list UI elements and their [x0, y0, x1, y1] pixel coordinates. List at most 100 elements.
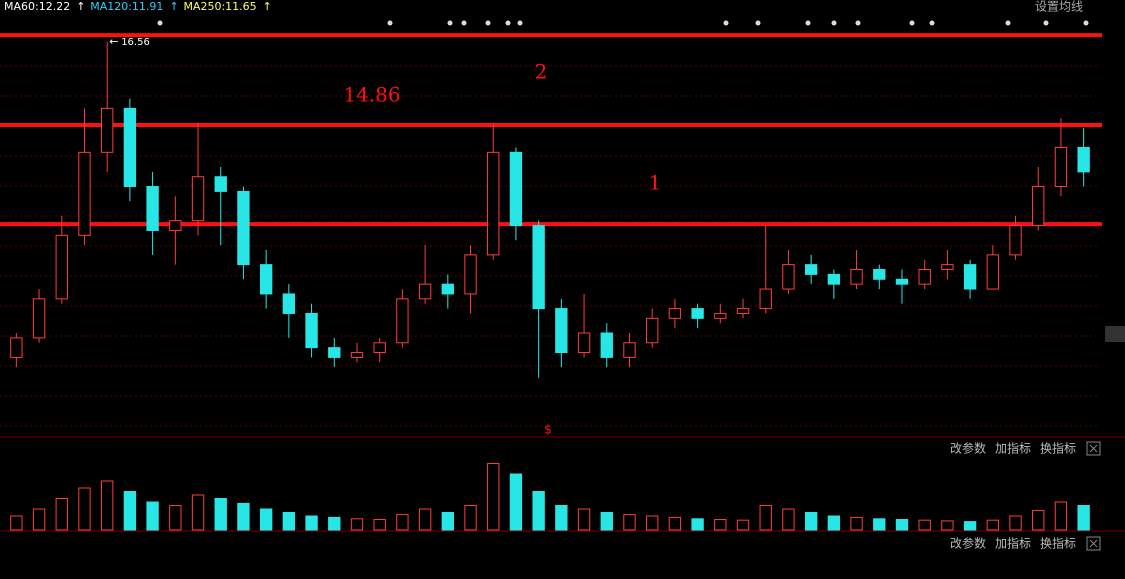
event-icon	[461, 20, 467, 26]
panel-button[interactable]: 改参数	[950, 536, 986, 551]
event-icon	[485, 20, 491, 26]
volume-bar	[646, 515, 659, 531]
candle-body	[1077, 146, 1090, 173]
volume-bar	[555, 505, 568, 531]
volume-bar	[373, 519, 386, 531]
volume-bar	[873, 518, 886, 531]
panel-button[interactable]: 加指标	[995, 536, 1031, 551]
volume-bar	[55, 498, 68, 531]
volume-bar	[1077, 505, 1090, 531]
candle-body	[191, 176, 205, 222]
candle-body	[759, 288, 772, 310]
volume-bar	[736, 519, 750, 531]
annotation: 2	[535, 60, 548, 84]
candle-body	[509, 151, 523, 227]
candle-body	[305, 312, 318, 349]
event-icon	[387, 20, 393, 26]
volume-bar	[1032, 509, 1045, 531]
ma-label: MA60:12.22	[4, 0, 70, 13]
ma-arrow-icon: ↑	[263, 0, 272, 13]
volume-bar	[577, 508, 591, 531]
event-icon	[157, 20, 163, 26]
candle-body	[555, 308, 568, 354]
volume-bar	[827, 515, 841, 531]
volume-bar	[600, 512, 613, 531]
volume-bar	[941, 520, 954, 531]
ma-arrow-icon: ↑	[76, 0, 85, 13]
volume-bar	[532, 491, 545, 531]
event-icon	[1005, 20, 1011, 26]
marker: $	[544, 423, 552, 437]
volume-bar	[191, 494, 205, 531]
volume-bar	[895, 519, 909, 531]
close-icon	[1089, 444, 1098, 453]
candle-body	[623, 342, 636, 358]
ma-label: MA120:11.91	[90, 0, 163, 13]
max-arrow-icon: ←	[109, 35, 118, 48]
candle-body	[373, 342, 386, 354]
volume-bar	[350, 518, 364, 531]
settings-button[interactable]: 设置均线	[1035, 0, 1083, 14]
volume-bar	[32, 508, 46, 531]
panel-button[interactable]: 加指标	[995, 441, 1031, 456]
candle-body	[1009, 225, 1022, 256]
event-icon	[805, 20, 811, 26]
volume-bar	[305, 515, 318, 531]
volume-bar	[668, 516, 682, 531]
candle-body	[918, 269, 931, 285]
volume-bar	[804, 512, 818, 531]
candle-body	[55, 234, 68, 300]
candle-body	[577, 332, 591, 354]
candle-body	[78, 151, 91, 236]
candle-body	[464, 254, 477, 295]
event-icon	[909, 20, 915, 26]
candle-body	[646, 317, 659, 344]
volume-bar	[328, 516, 341, 531]
volume-bar	[1009, 515, 1022, 531]
candle-body	[827, 273, 841, 285]
volume-bar	[1054, 501, 1068, 531]
close-button[interactable]	[1086, 441, 1101, 456]
candle-body	[237, 190, 250, 266]
volume-bar	[418, 508, 432, 531]
panel-button[interactable]: 改参数	[950, 441, 986, 456]
candle-body	[691, 308, 704, 319]
event-icon	[505, 20, 511, 26]
candle-body	[418, 283, 432, 300]
volume-bar	[169, 505, 182, 531]
volume-bar	[759, 505, 772, 531]
candle-body	[714, 312, 727, 319]
volume-bar	[214, 498, 227, 531]
candle-body	[850, 269, 863, 285]
volume-bar	[259, 508, 273, 531]
candle-body	[600, 332, 613, 358]
volume-bar	[123, 491, 137, 531]
candle-body	[782, 264, 795, 290]
candle-body	[668, 308, 682, 319]
event-icon	[831, 20, 837, 26]
candle-body	[214, 176, 227, 192]
volume-bar	[850, 516, 863, 531]
panel-button[interactable]: 换指标	[1040, 536, 1076, 551]
volume-bar	[487, 463, 500, 531]
event-icon	[517, 20, 523, 26]
scroll-block	[1105, 326, 1125, 342]
candle-body	[396, 298, 409, 344]
volume-bar	[282, 512, 296, 531]
event-icon	[447, 20, 453, 26]
close-button[interactable]	[1086, 536, 1101, 551]
candle-body	[32, 298, 46, 339]
annotation: 1	[649, 171, 662, 195]
candle-body	[895, 278, 909, 285]
event-icon	[1083, 20, 1089, 26]
candle-body	[532, 225, 545, 310]
event-icon	[1043, 20, 1049, 26]
volume-bar	[10, 515, 23, 531]
candle-body	[963, 264, 977, 290]
volume-bar	[441, 512, 454, 531]
candle-body	[350, 352, 364, 358]
event-icon	[929, 20, 935, 26]
panel-button[interactable]: 换指标	[1040, 441, 1076, 456]
candle-body	[941, 264, 954, 271]
